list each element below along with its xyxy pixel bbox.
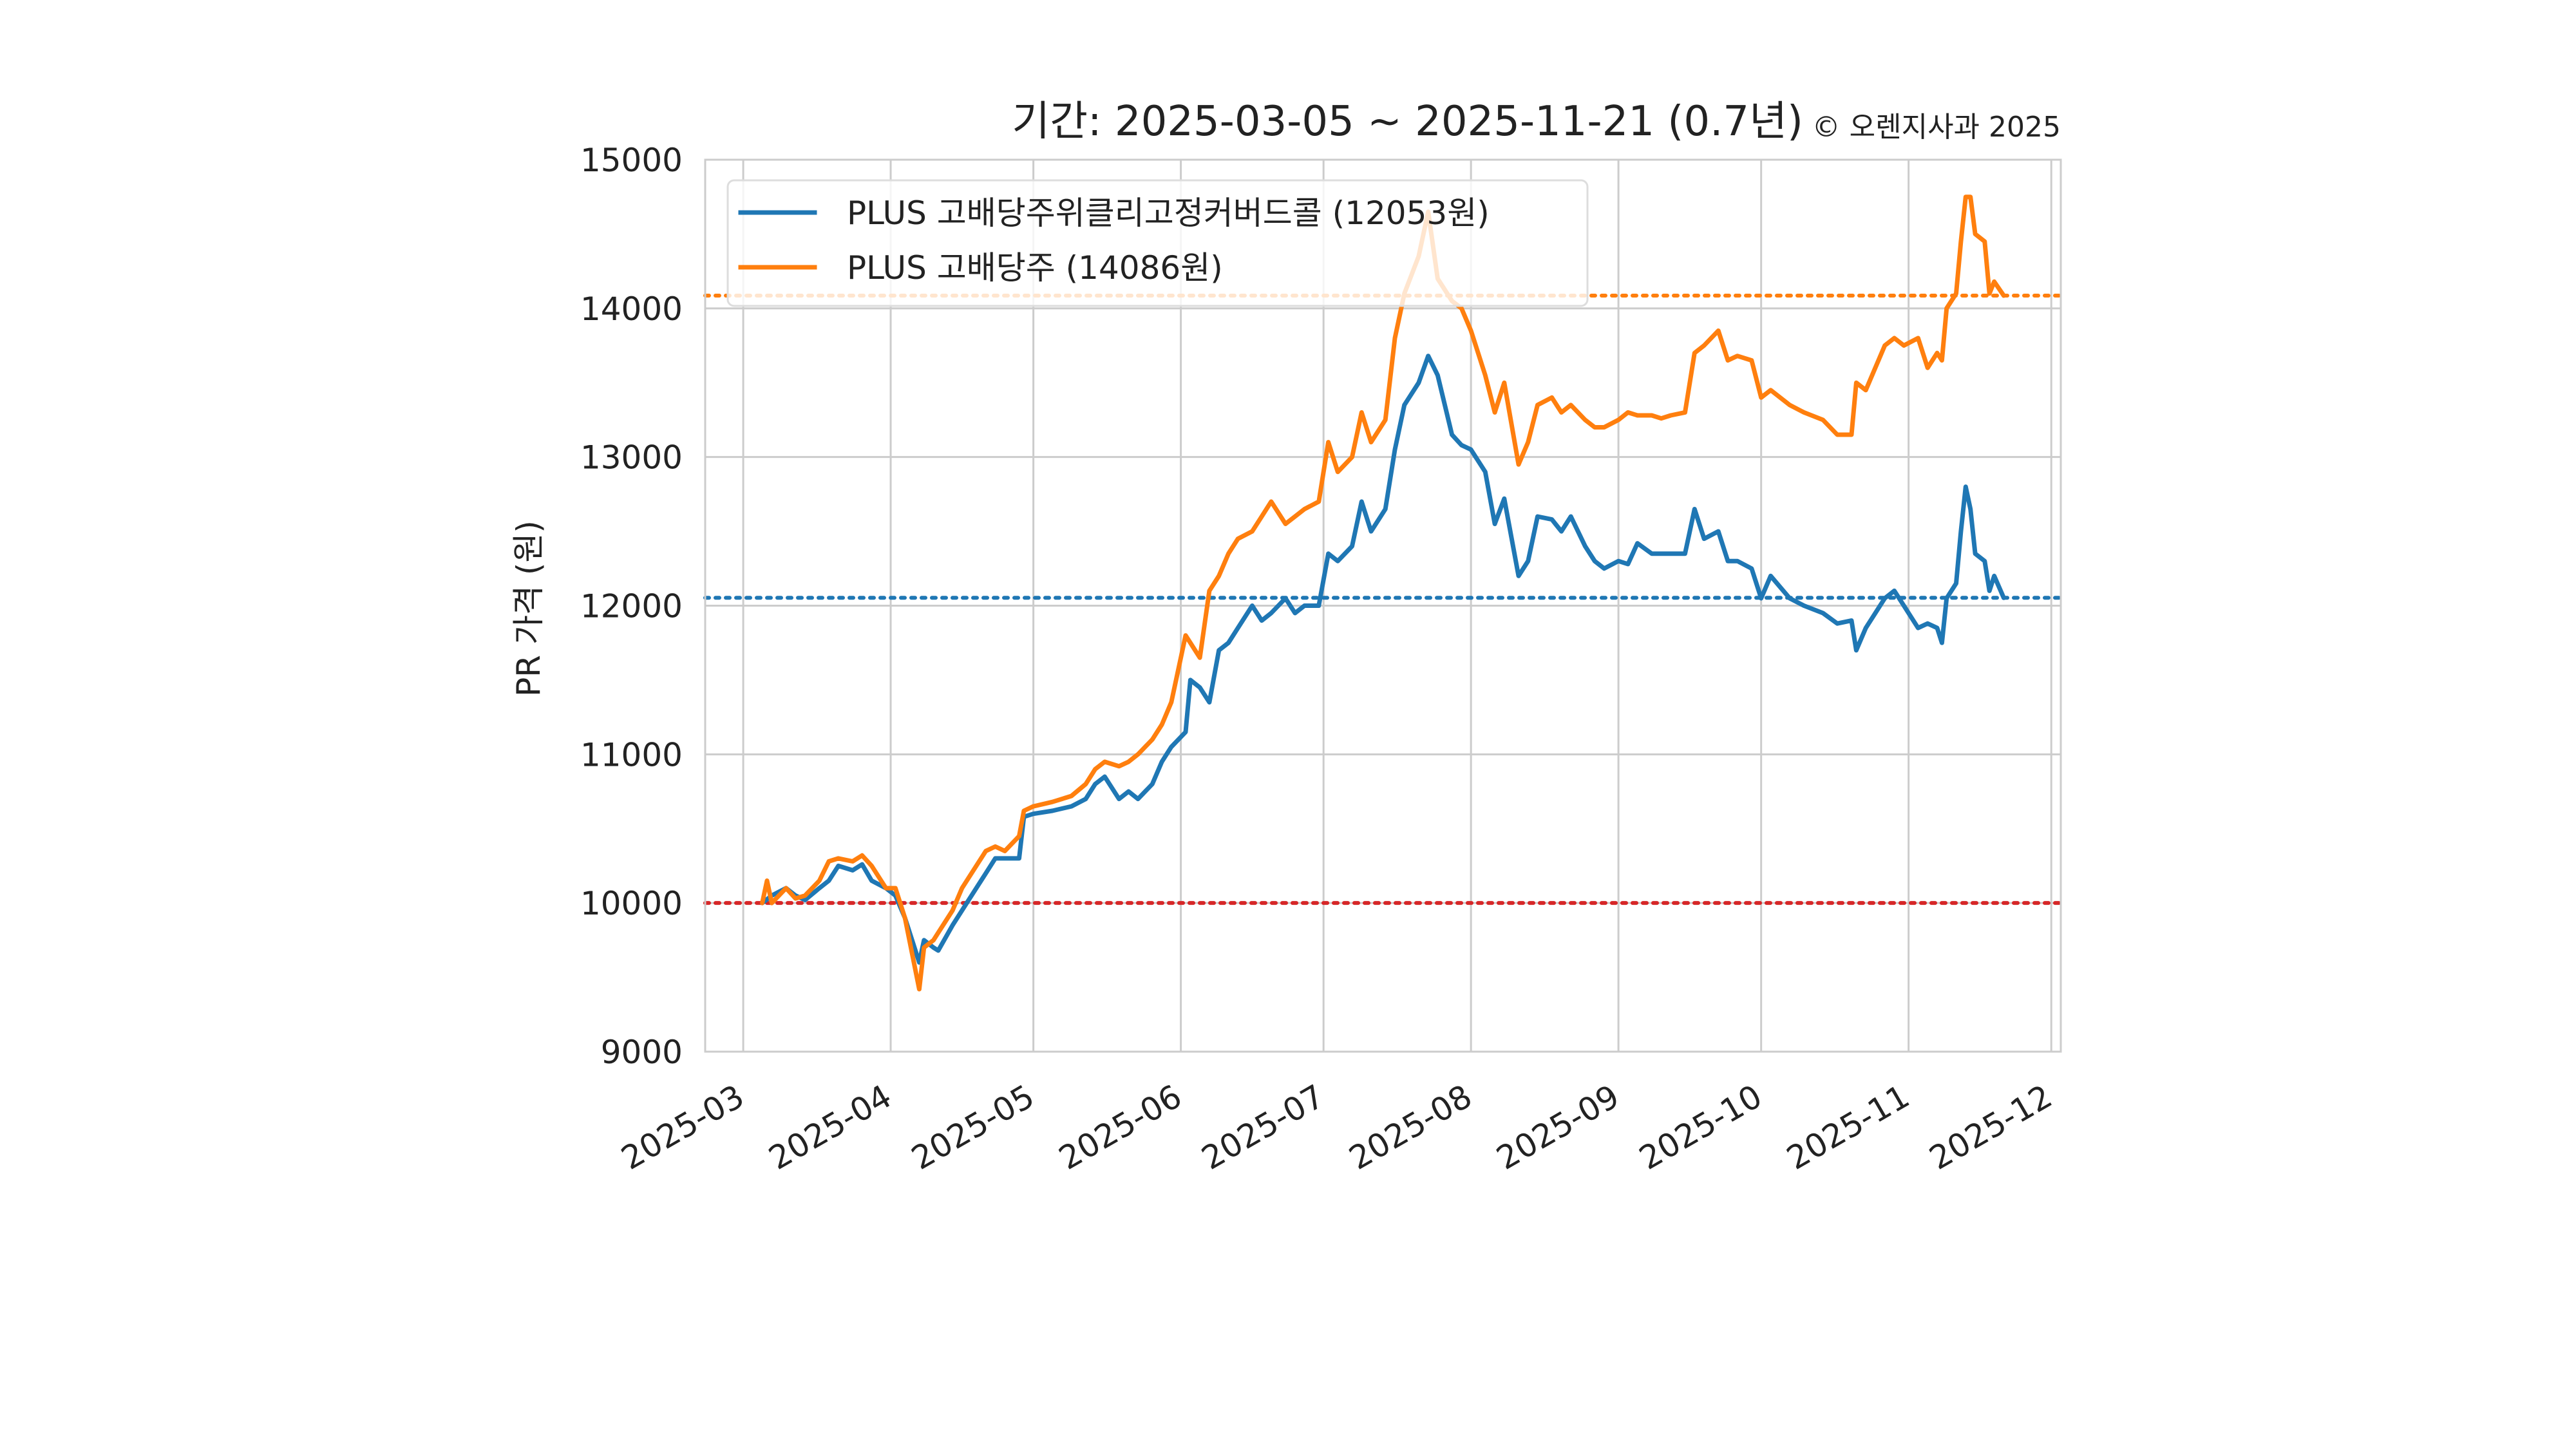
x-axis-ticks: 2025-03 2025-04 2025-05 2025-06 2025-07 2025-… bbox=[615, 1077, 2058, 1177]
x-tick-label: 2025-04 bbox=[762, 1077, 898, 1177]
legend-box bbox=[726, 179, 1589, 307]
y-tick-label: 11000 bbox=[580, 736, 683, 773]
series-line-2 bbox=[760, 194, 2006, 992]
x-tick-label: 2025-11 bbox=[1781, 1077, 1916, 1177]
plot-frame bbox=[704, 158, 2062, 1053]
y-tick-label: 9000 bbox=[601, 1034, 683, 1071]
y-axis-label: PR 가격 (원) bbox=[510, 520, 547, 697]
y-axis-ticks: 9000 10000 11000 12000 13000 14000 15000 bbox=[580, 142, 683, 1071]
x-tick-label: 2025-03 bbox=[615, 1077, 750, 1177]
y-tick-label: 12000 bbox=[580, 588, 683, 625]
x-tick-label: 2025-06 bbox=[1053, 1077, 1188, 1177]
x-tick-label: 2025-07 bbox=[1195, 1077, 1331, 1177]
y-tick-label: 15000 bbox=[580, 142, 683, 179]
copyright-note: © 오렌지사과 2025 bbox=[1812, 111, 2061, 144]
x-tick-label: 2025-05 bbox=[905, 1077, 1041, 1177]
y-tick-label: 10000 bbox=[580, 885, 683, 922]
legend-label-series-2: PLUS 고배당주 (14086원) bbox=[847, 249, 1223, 287]
x-tick-label: 2025-10 bbox=[1633, 1077, 1768, 1177]
y-tick-label: 14000 bbox=[580, 290, 683, 328]
legend: PLUS 고배당주위클리고정커버드콜 (12053원) PLUS 고배당주 (1… bbox=[726, 179, 1589, 307]
legend-label-series-1: PLUS 고배당주위클리고정커버드콜 (12053원) bbox=[847, 194, 1490, 232]
y-tick-label: 13000 bbox=[580, 439, 683, 477]
chart-title: 기간: 2025-03-05 ~ 2025-11-21 (0.7년) bbox=[1012, 98, 1803, 146]
series-line-1 bbox=[760, 354, 2006, 965]
x-tick-label: 2025-08 bbox=[1343, 1077, 1478, 1177]
x-tick-label: 2025-09 bbox=[1490, 1077, 1625, 1177]
series-lines bbox=[760, 194, 2006, 992]
x-tick-label: 2025-12 bbox=[1923, 1077, 2058, 1177]
